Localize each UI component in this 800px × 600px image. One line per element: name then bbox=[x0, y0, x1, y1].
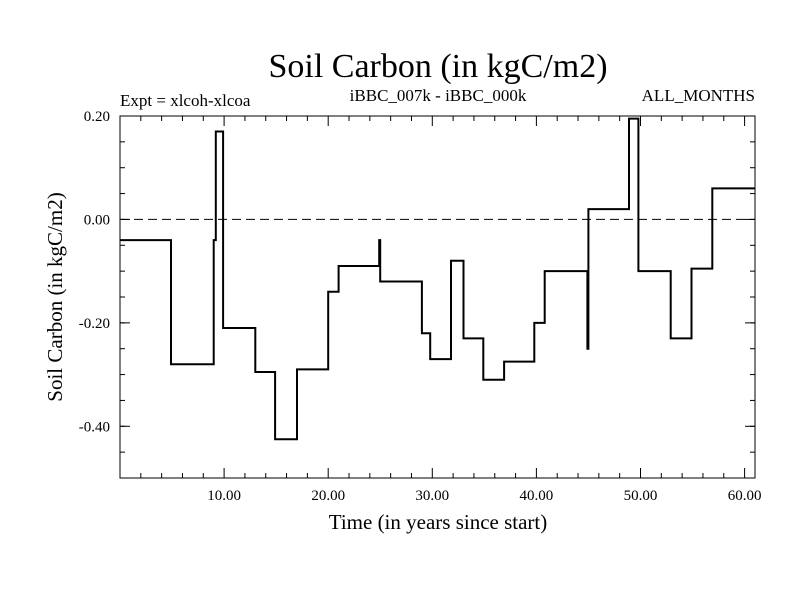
chart-title: Soil Carbon (in kgC/m2) bbox=[268, 48, 607, 85]
y-tick-label: 0.20 bbox=[84, 109, 110, 125]
chart-subtitle-left: Expt = xlcoh-xlcoa bbox=[120, 91, 251, 110]
x-axis-label: Time (in years since start) bbox=[329, 510, 548, 534]
chart-subtitle-right: ALL_MONTHS bbox=[642, 86, 755, 105]
plot-area: 10.00 20.00 30.00 40.00 50.00 60.00 0.20 0.00 -0… bbox=[79, 109, 762, 504]
y-axis-label: Soil Carbon (in kgC/m2) bbox=[43, 192, 67, 401]
x-tick-label: 10.00 bbox=[207, 488, 241, 504]
x-tick-label: 30.00 bbox=[415, 488, 449, 504]
x-tick-label: 20.00 bbox=[311, 488, 345, 504]
y-tick-label: -0.20 bbox=[79, 316, 110, 332]
series-line bbox=[120, 117, 755, 441]
y-tick-label: -0.40 bbox=[79, 419, 110, 435]
y-tick-label: 0.00 bbox=[84, 212, 110, 228]
chart-subtitle-center: iBBC_007k - iBBC_000k bbox=[350, 86, 527, 105]
x-tick-label: 50.00 bbox=[624, 488, 658, 504]
x-tick-label: 60.00 bbox=[728, 488, 762, 504]
x-tick-label: 40.00 bbox=[520, 488, 554, 504]
